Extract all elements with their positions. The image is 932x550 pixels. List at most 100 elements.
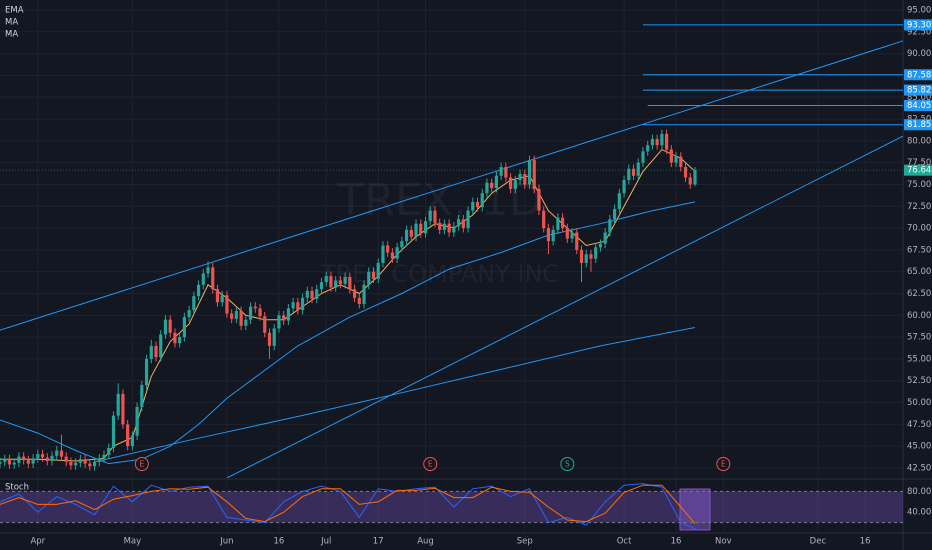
candle-body (163, 319, 168, 335)
candle-body (334, 280, 338, 288)
y-tick-label: 47.50 (907, 420, 931, 430)
event-marker (560, 457, 575, 471)
candle-body (149, 345, 153, 359)
candle-body (631, 168, 636, 176)
candle-body (561, 217, 565, 229)
candle-body (447, 223, 451, 233)
candle-body (329, 276, 333, 288)
candle-body (310, 290, 314, 299)
event-marker (423, 457, 438, 471)
candle-body (192, 296, 196, 311)
y-tick-label: 95.00 (907, 6, 931, 16)
x-tick-label: Sep (517, 537, 533, 547)
candle-body (253, 306, 257, 309)
current-price-tag (904, 164, 932, 176)
candle-body (381, 245, 385, 263)
level-tag-label: 85.82 (907, 86, 931, 96)
candle-body (622, 180, 626, 194)
y-tick-label: 80.00 (907, 136, 931, 146)
candle-body (92, 461, 97, 467)
y-tick-label: 55.00 (907, 354, 931, 364)
candle-body (674, 156, 678, 163)
legend-entry: EMA (5, 6, 24, 16)
stoch-line (0, 484, 696, 524)
y-tick-label: 42.50 (907, 463, 931, 473)
indicator-line (94, 327, 696, 463)
candle-body (655, 139, 659, 146)
candle-body (140, 385, 144, 407)
candle-body (244, 319, 248, 326)
candle-body (532, 160, 536, 189)
candle-body (291, 302, 295, 309)
candle-body (0, 461, 2, 464)
candle-body (423, 221, 428, 234)
candle-body (565, 228, 569, 239)
stoch-title: Stoch (5, 483, 29, 493)
x-tick-label: 16 (274, 537, 285, 547)
candle-body (419, 223, 423, 234)
candle-body (537, 188, 541, 211)
level-tag-label: 84.05 (907, 101, 931, 111)
x-tick-label: Dec (810, 537, 827, 547)
candle-body (428, 210, 432, 222)
y-tick-label: 62.50 (907, 289, 931, 299)
candle-body (594, 247, 598, 259)
candle-body (508, 177, 513, 189)
candle-body (688, 177, 692, 185)
candle-body (258, 308, 262, 317)
y-tick-label: 60.00 (907, 311, 931, 321)
candle-body (452, 226, 456, 233)
level-tag-label: 81.85 (907, 120, 931, 130)
x-tick-label: 17 (373, 537, 384, 547)
candle-body (12, 462, 16, 465)
candle-body (220, 295, 224, 303)
x-tick-label: 16 (671, 537, 682, 547)
y-tick-label: 70.00 (907, 224, 931, 234)
watermark-subtitle: TREX COMPANY INC (320, 260, 559, 288)
y-tick-label: 67.50 (907, 245, 931, 255)
candle-body (556, 217, 560, 230)
candle-body (59, 450, 64, 457)
candle-body (438, 222, 442, 230)
candle-body (499, 167, 503, 176)
current-price-label: 76.64 (907, 166, 931, 176)
candle-body (36, 454, 40, 459)
candle-body (442, 223, 447, 230)
y-tick-label: 65.00 (907, 267, 931, 277)
candle-body (154, 345, 158, 358)
candle-body (461, 219, 465, 229)
candle-body (338, 280, 342, 284)
candle-body (144, 358, 149, 386)
candle-body (546, 228, 551, 242)
indicator-line (0, 201, 696, 465)
candle-body (390, 252, 395, 259)
event-marker (716, 457, 731, 471)
candle-body (159, 334, 163, 358)
candle-body (267, 332, 272, 346)
candle-body (324, 276, 328, 283)
candle-body (50, 455, 54, 461)
event-label: S (565, 460, 570, 469)
x-tick-label: Nov (715, 537, 732, 547)
candle-body (613, 208, 617, 220)
candle-body (78, 459, 82, 463)
candle-body (196, 284, 201, 297)
y-tick-label: 45.00 (907, 442, 931, 452)
candle-body (371, 271, 376, 279)
candle-body (527, 160, 532, 185)
candle-body (683, 167, 688, 178)
candle-body (575, 232, 579, 250)
event-marker (134, 457, 149, 471)
candle-body (107, 447, 111, 455)
candle-body (518, 174, 522, 181)
candle-body (211, 267, 215, 290)
candle-body (282, 315, 286, 321)
candle-body (88, 463, 92, 467)
candle-body (504, 167, 508, 178)
candle-body (343, 276, 347, 284)
level-tag (904, 119, 932, 131)
candle-body (404, 229, 409, 242)
legend-entry: MA (5, 30, 18, 40)
stoch-pane (0, 480, 903, 533)
